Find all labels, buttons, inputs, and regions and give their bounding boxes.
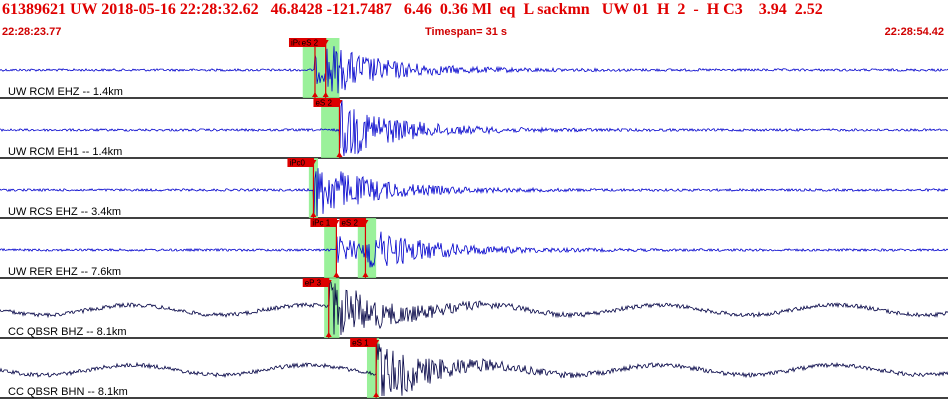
channel-row[interactable]: eS 1 CC QBSR BHN -- 8.1km: [0, 338, 948, 399]
phase-pick[interactable]: eP 3: [302, 278, 332, 338]
channel-row[interactable]: iPc0 UW RCS EHZ -- 3.4km: [0, 158, 948, 219]
seismogram-trace: [0, 168, 948, 217]
phase-pick[interactable]: iPc0: [287, 158, 317, 218]
pick-label: eS 2: [302, 39, 319, 48]
phase-pick[interactable]: eS 2: [339, 218, 369, 278]
channel-label: UW RER EHZ -- 7.6km: [8, 266, 121, 278]
pick-flag: [339, 218, 366, 227]
seismogram-trace: [0, 343, 948, 397]
seismogram-trace: [0, 46, 948, 94]
channel-label: UW RCS EHZ -- 3.4km: [8, 206, 121, 218]
seismogram-trace: [0, 100, 948, 157]
pick-arrow-up: [310, 212, 317, 217]
pick-label: eS 2: [341, 219, 358, 228]
channel-label: CC QBSR BHN -- 8.1km: [8, 386, 128, 398]
channel-row[interactable]: iPc 1 eS 2 UW RER EHZ -- 7.6km: [0, 218, 948, 279]
pick-label: eS 1: [352, 339, 369, 348]
pick-arrow-up: [322, 92, 329, 97]
pick-label: eP 3: [305, 279, 322, 288]
phase-pick[interactable]: iPc 1: [310, 218, 340, 278]
seismogram-trace: [0, 279, 948, 336]
timespan-label: Timespan= 31 s: [425, 26, 508, 38]
channel-row[interactable]: eS 2 UW RCM EH1 -- 1.4km: [0, 98, 948, 159]
pick-label: iPc0: [291, 39, 307, 48]
pick-flag: [302, 278, 329, 287]
pick-window: [324, 218, 337, 278]
channel-label: CC QBSR BHZ -- 8.1km: [8, 326, 127, 338]
pick-flag: [299, 38, 326, 47]
pick-window: [321, 98, 340, 158]
pick-arrow-down: [336, 100, 343, 105]
pick-arrow-up: [373, 392, 380, 397]
event-title: 61389621 UW 2018-05-16 22:28:32.62 46.84…: [2, 1, 823, 18]
pick-window: [302, 38, 325, 98]
pick-flag: [310, 218, 337, 227]
pick-arrow-up: [333, 272, 340, 277]
pick-label: eS 2: [315, 99, 332, 108]
pick-flag: [313, 98, 340, 107]
pick-arrow-down: [325, 280, 332, 285]
event-header: 61389621 UW 2018-05-16 22:28:32.62 46.84…: [0, 0, 948, 24]
seismogram-trace: [0, 231, 948, 268]
end-time: 22:28:54.42: [884, 26, 944, 38]
pick-flag: [287, 158, 314, 167]
phase-pick[interactable]: eS 2: [299, 38, 329, 98]
channel-label: UW RCM EH1 -- 1.4km: [8, 146, 122, 158]
pick-label: iPc 1: [312, 219, 330, 228]
pick-arrow-down: [373, 340, 380, 345]
channel-label: UW RCM EHZ -- 1.4km: [8, 86, 123, 98]
pick-arrow-down: [310, 160, 317, 165]
pick-arrow-up: [311, 92, 318, 97]
pick-arrow-down: [322, 40, 329, 45]
pick-arrow-up: [336, 152, 343, 157]
pick-label: iPc0: [289, 159, 305, 168]
pick-flag: [350, 338, 377, 347]
start-time: 22:28:23.77: [2, 26, 62, 38]
phase-pick[interactable]: eS 1: [350, 338, 380, 398]
pick-arrow-up: [362, 272, 369, 277]
pick-arrow-down: [362, 220, 369, 225]
phase-pick[interactable]: eS 2: [313, 98, 343, 158]
channel-row[interactable]: eP 3 CC QBSR BHZ -- 8.1km: [0, 278, 948, 339]
pick-arrow-down: [333, 220, 340, 225]
pick-arrow-up: [325, 332, 332, 337]
